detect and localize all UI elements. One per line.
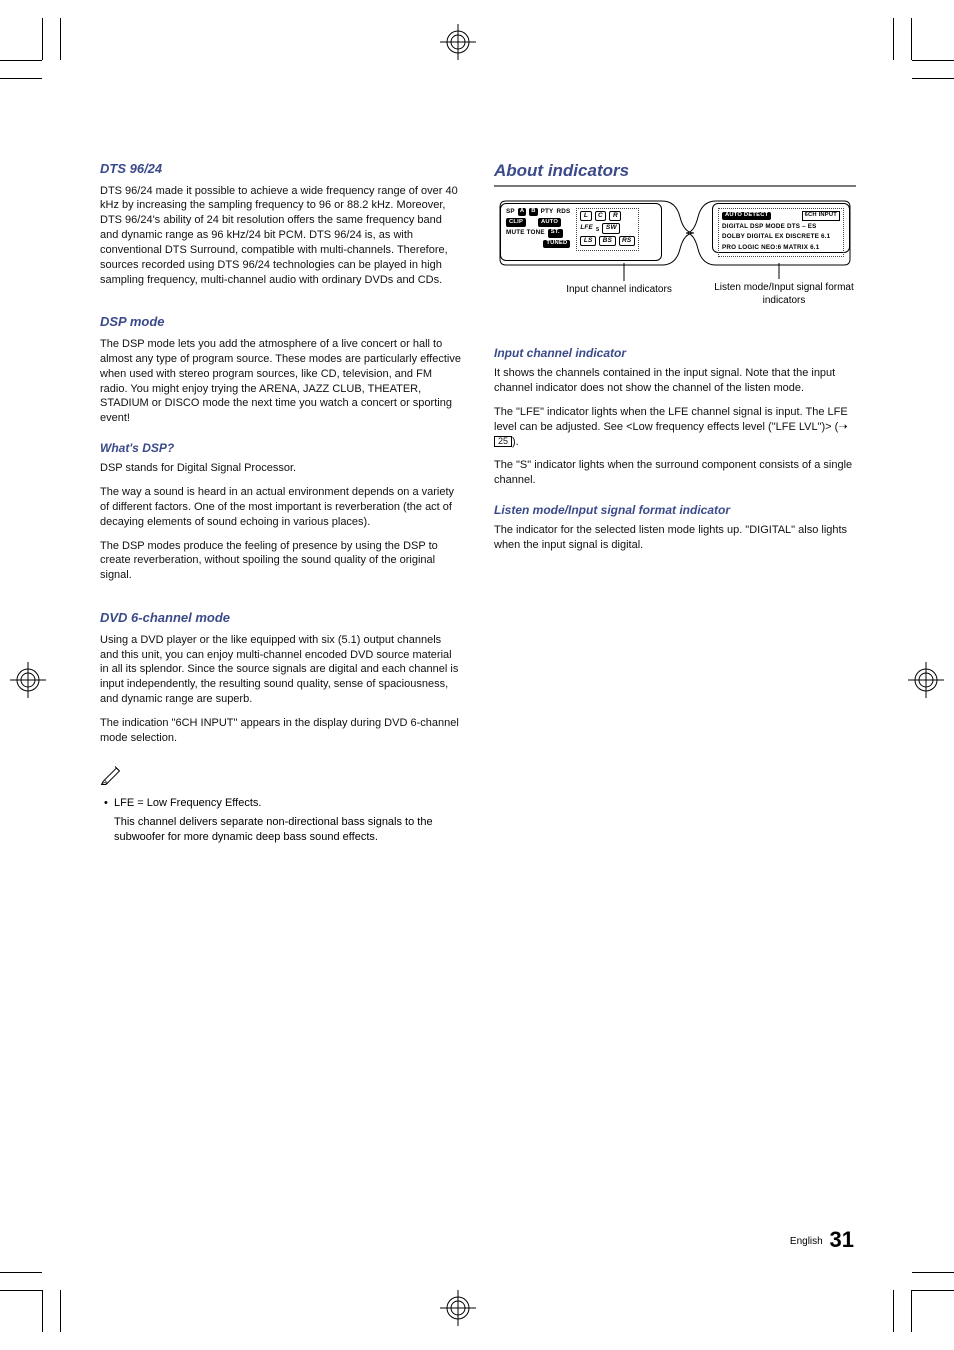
left-column: DTS 96/24 DTS 96/24 made it possible to … (100, 160, 462, 845)
para-ic-1: It shows the channels contained in the i… (494, 366, 856, 396)
heading-dts: DTS 96/24 (100, 160, 462, 178)
page-footer: English 31 (790, 1225, 854, 1255)
para-dsp-a: DSP stands for Digital Signal Processor. (100, 461, 462, 476)
page-content: DTS 96/24 DTS 96/24 made it possible to … (100, 160, 856, 845)
para-dts: DTS 96/24 made it possible to achieve a … (100, 184, 462, 288)
listen-mode-panel: AUTO DETECT6CH INPUT DIGITAL DSP MODE DT… (712, 203, 850, 253)
caption-listen-mode: Listen mode/Input signal format indicato… (709, 281, 859, 308)
note-item: LFE = Low Frequency Effects. (100, 796, 462, 811)
para-dsp-b: The way a sound is heard in an actual en… (100, 485, 462, 530)
para-dsp-c: The DSP modes produce the feeling of pre… (100, 539, 462, 584)
right-column: About indicators SPABPTYRDS CLIPAUTO MUT… (494, 160, 856, 845)
heading-dsp-mode: DSP mode (100, 313, 462, 331)
heading-dvd6ch: DVD 6-channel mode (100, 609, 462, 627)
para-ic-2: The "LFE" indicator lights when the LFE … (494, 405, 856, 450)
caption-input-channel: Input channel indicators (544, 283, 694, 297)
heading-listen-mode: Listen mode/Input signal format indicato… (494, 502, 856, 518)
reg-left (10, 662, 46, 698)
footer-lang: English (790, 1236, 823, 1247)
para-dvd6-a: Using a DVD player or the like equipped … (100, 633, 462, 707)
indicator-diagram: SPABPTYRDS CLIPAUTO MUTE TONEST. TUNED L… (494, 197, 856, 317)
para-ic-3: The "S" indicator lights when the surrou… (494, 458, 856, 488)
para-lm: The indicator for the selected listen mo… (494, 523, 856, 553)
note-sub: This channel delivers separate non-direc… (100, 815, 462, 845)
reg-right (908, 662, 944, 698)
note-icon (100, 762, 462, 791)
reg-top (440, 24, 476, 60)
footer-page: 31 (830, 1227, 854, 1252)
note-list: LFE = Low Frequency Effects. (100, 796, 462, 811)
para-dvd6-b: The indication "6CH INPUT" appears in th… (100, 716, 462, 746)
heading-input-channel: Input channel indicator (494, 345, 856, 361)
heading-whats-dsp: What's DSP? (100, 440, 462, 456)
para-dsp-mode: The DSP mode lets you add the atmosphere… (100, 337, 462, 426)
heading-about-indicators: About indicators (494, 160, 856, 187)
input-channel-panel: SPABPTYRDS CLIPAUTO MUTE TONEST. TUNED L… (500, 203, 662, 261)
reg-bottom (440, 1290, 476, 1326)
